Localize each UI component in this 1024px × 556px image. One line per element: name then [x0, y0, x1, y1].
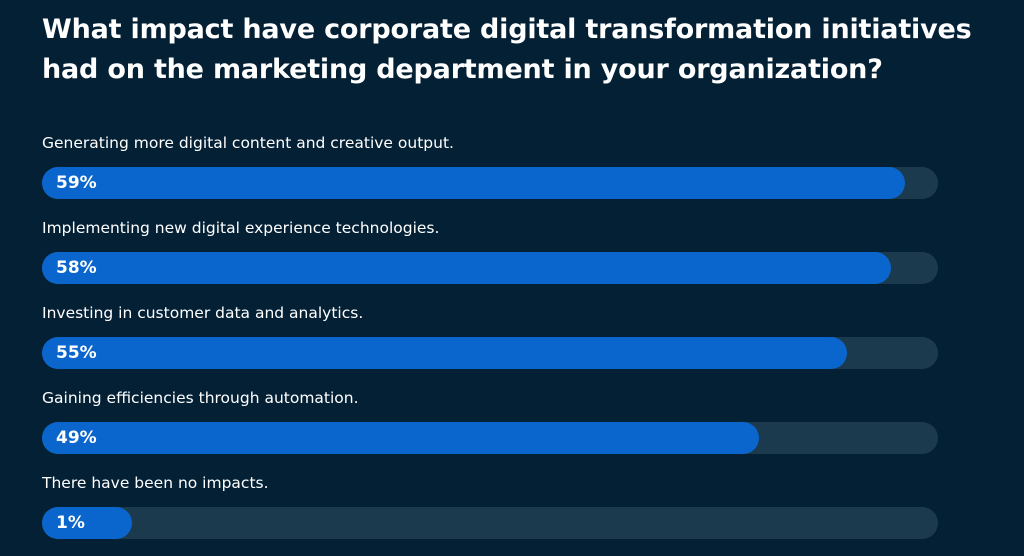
- category-label: Investing in customer data and analytics…: [42, 304, 364, 322]
- bar-value-label: 58%: [56, 258, 97, 278]
- bar: 58%: [42, 252, 891, 284]
- bar-value-label: 55%: [56, 343, 97, 363]
- chart-row: Investing in customer data and analytics…: [42, 301, 938, 386]
- chart-row: Generating more digital content and crea…: [42, 131, 938, 216]
- bar-value-label: 1%: [56, 513, 85, 533]
- chart-row: There have been no impacts. 1%: [42, 471, 938, 556]
- bar: 55%: [42, 337, 847, 369]
- bar: 1%: [42, 507, 132, 539]
- bar-track: 1%: [42, 507, 938, 539]
- bar-track: 55%: [42, 337, 938, 369]
- category-label: Generating more digital content and crea…: [42, 134, 454, 152]
- bar-value-label: 49%: [56, 428, 97, 448]
- category-label: There have been no impacts.: [42, 474, 269, 492]
- category-label: Implementing new digital experience tech…: [42, 219, 440, 237]
- chart-title: What impact have corporate digital trans…: [42, 14, 972, 85]
- bar-chart: Generating more digital content and crea…: [42, 131, 938, 556]
- chart-row: Gaining efficiencies through automation.…: [42, 386, 938, 471]
- bar-track: 59%: [42, 167, 938, 199]
- bar: 49%: [42, 422, 760, 454]
- bar-track: 49%: [42, 422, 938, 454]
- chart-row: Implementing new digital experience tech…: [42, 216, 938, 301]
- bar: 59%: [42, 167, 906, 199]
- category-label: Gaining efficiencies through automation.: [42, 389, 359, 407]
- bar-value-label: 59%: [56, 173, 97, 193]
- bar-track: 58%: [42, 252, 938, 284]
